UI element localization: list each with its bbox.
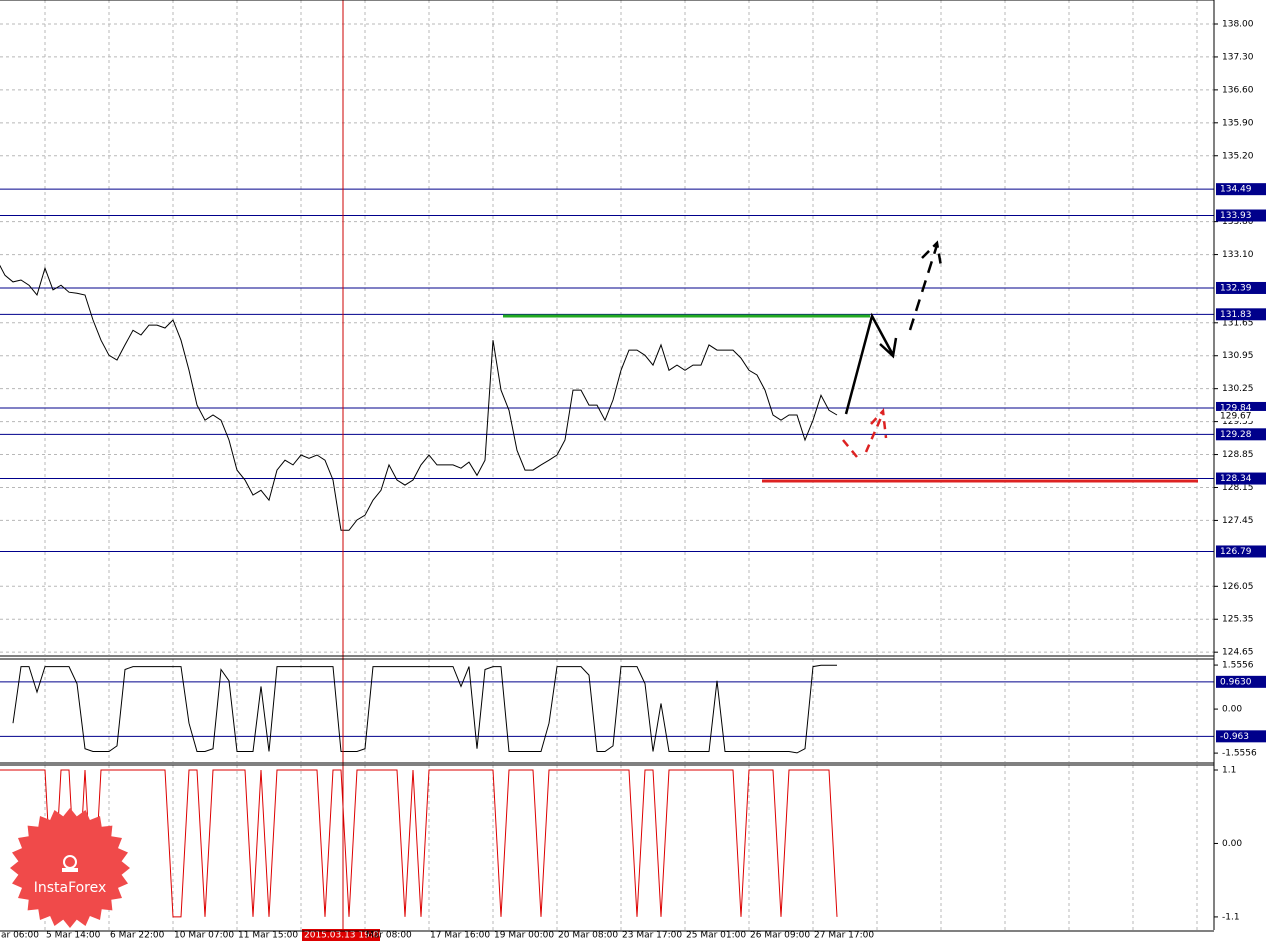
y-tick-label: 137.30 [1222, 52, 1254, 62]
x-tick-label: ar 06:00 [1, 931, 39, 941]
alt-arrow [864, 412, 885, 453]
level-label: 133.93 [1220, 211, 1252, 221]
level-label-box [1216, 675, 1266, 688]
y-tick-label: 136.60 [1222, 85, 1254, 95]
x-tick-label: 26 Mar 09:00 [750, 931, 810, 941]
y-tick-label: 135.20 [1222, 151, 1254, 161]
series-line [0, 769, 838, 918]
level-label: 128.34 [1220, 474, 1252, 484]
y-tick-label: 129.55 [1222, 417, 1254, 427]
y-tick-label: 130.95 [1222, 351, 1254, 361]
level-label: 129.84 [1220, 403, 1252, 413]
level-label-box [1216, 428, 1266, 441]
alt-arrow [842, 439, 858, 458]
arrow-head [879, 337, 898, 359]
y-tick-label: 135.90 [1222, 118, 1254, 128]
x-tick-label: 19 Mar 00:00 [494, 931, 554, 941]
y-tick-label: 126.05 [1222, 582, 1254, 592]
arrow-head [870, 408, 888, 439]
level-label-box [1216, 209, 1266, 222]
level-label: -0.963 [1220, 732, 1249, 742]
y-tick-label: 128.85 [1222, 450, 1254, 460]
level-label-box [1216, 730, 1266, 743]
arrow-head [921, 240, 943, 267]
forecast-arrow [844, 312, 895, 415]
current-price-label: 129.67 [1220, 411, 1252, 421]
level-label: 129.28 [1220, 430, 1252, 440]
series-line [12, 664, 837, 754]
x-tick-label: 27 Mar 17:00 [814, 931, 874, 941]
x-tick-label: Mar 08:00 [366, 931, 412, 941]
x-tick-label: 10 Mar 07:00 [174, 931, 234, 941]
grid [0, 0, 1214, 930]
y-tick-label: 138.00 [1222, 19, 1254, 29]
y-tick-label: -1.1 [1222, 912, 1240, 922]
x-tick-label: 11 Mar 15:00 [238, 931, 298, 941]
watermark-icon [62, 868, 78, 872]
level-label-box [1216, 472, 1266, 485]
x-tick-label: 5 Mar 14:00 [46, 931, 101, 941]
x-tick-label: 2015.03.13 19:00 [304, 931, 385, 941]
y-tick-label: 0.00 [1222, 705, 1242, 715]
watermark-text: InstaForex [34, 880, 107, 896]
y-tick-label: -1.5556 [1222, 749, 1257, 759]
level-label-box [1216, 308, 1266, 321]
y-tick-label: 128.15 [1222, 483, 1254, 493]
y-tick-label: 1.1 [1222, 766, 1236, 776]
watermark: InstaForex [10, 808, 130, 928]
x-tick-label: 20 Mar 08:00 [558, 931, 618, 941]
level-label-box [1216, 545, 1266, 558]
level-label: 0.9630 [1220, 677, 1252, 687]
y-tick-label: 0.00 [1222, 839, 1242, 849]
marks [0, 188, 1214, 918]
y-tick-label: 125.35 [1222, 615, 1254, 625]
highlight-box [302, 929, 380, 941]
y-tick-label: 133.80 [1222, 217, 1254, 227]
series-line [0, 264, 838, 531]
level-label: 132.39 [1220, 283, 1252, 293]
current-price-box [1216, 410, 1266, 421]
y-tick-label: 1.5556 [1222, 661, 1254, 671]
forecast-dashed-arrow [908, 244, 939, 331]
y-tick-label: 124.65 [1222, 648, 1254, 658]
x-tick-label: 23 Mar 17:00 [622, 931, 682, 941]
level-label: 134.49 [1220, 185, 1252, 195]
y-tick-label: 127.45 [1222, 516, 1254, 526]
level-label: 131.83 [1220, 310, 1252, 320]
x-tick-label: 6 Mar 22:00 [110, 931, 165, 941]
level-label-box [1216, 183, 1266, 196]
y-tick-label: 130.25 [1222, 384, 1254, 394]
level-label-box [1216, 281, 1266, 294]
y-tick-label: 133.10 [1222, 250, 1254, 260]
x-tick-label: 17 Mar 16:00 [430, 931, 490, 941]
x-tick-label: 25 Mar 01:00 [686, 931, 746, 941]
level-label: 126.79 [1220, 547, 1252, 557]
y-tick-label: 131.65 [1222, 318, 1254, 328]
